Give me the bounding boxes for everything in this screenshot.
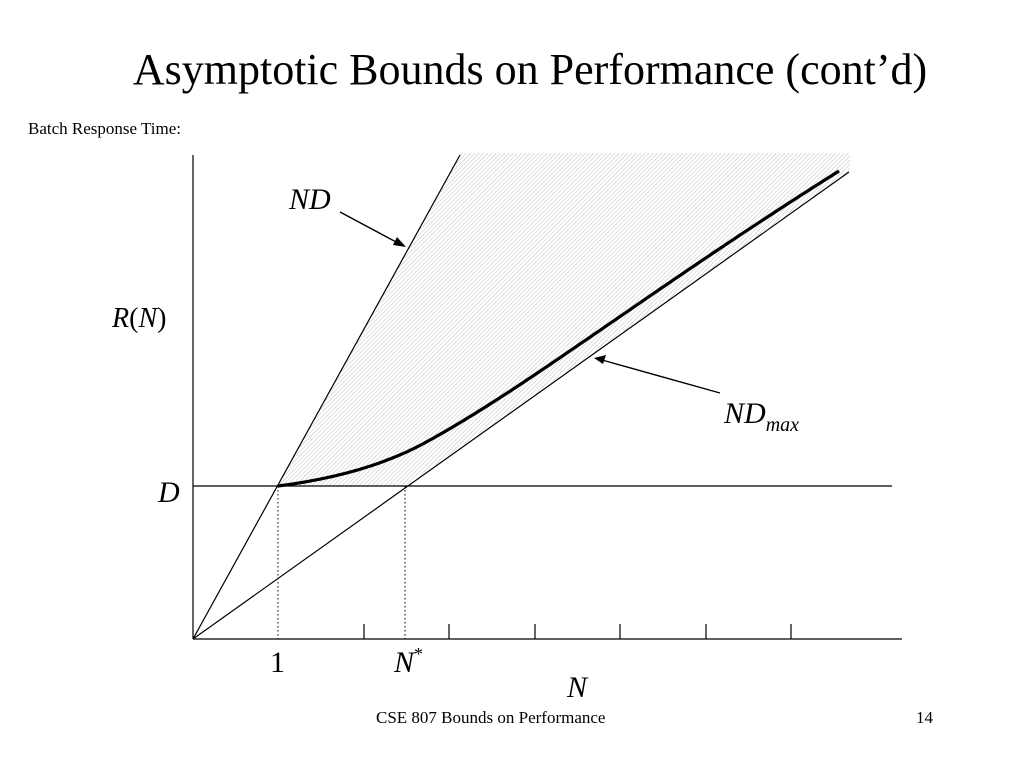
slide-subtitle: Batch Response Time:: [28, 119, 182, 138]
y-axis-label-n: N: [137, 303, 158, 334]
lower-bound-label: NDmax: [723, 397, 799, 436]
x-tick-label-one: 1: [270, 646, 285, 679]
x-axis-label: N: [566, 671, 589, 704]
page-number: 14: [916, 708, 933, 727]
x-tick-label-nstar: N*: [393, 644, 423, 679]
feasible-region: [278, 153, 850, 486]
nd-pointer-arrow: [339, 211, 406, 247]
ndmax-pointer-arrow: [594, 355, 721, 394]
x-axis-ticks: [363, 624, 792, 639]
y-axis-label-r: R: [111, 303, 129, 334]
y-axis-label: R(N): [111, 303, 166, 334]
upper-bound-label: ND: [288, 183, 331, 216]
nd-bound-line: [192, 154, 461, 640]
slide-title: Asymptotic Bounds on Performance (cont’d…: [132, 45, 928, 94]
ndmax-bound-line: [192, 171, 850, 640]
response-time-curve: [277, 169, 840, 488]
lower-bound-label-main: ND: [723, 397, 766, 430]
y-axis-label-close-paren: ): [157, 303, 166, 334]
x-tick-label-nstar-sup: *: [414, 644, 423, 664]
lower-bound-label-subscript: max: [766, 414, 799, 436]
y-axis-label-open-paren: (: [129, 303, 138, 334]
d-label: D: [157, 476, 180, 509]
x-tick-label-nstar-n: N: [393, 646, 416, 679]
footer-course-title: CSE 807 Bounds on Performance: [376, 708, 606, 727]
